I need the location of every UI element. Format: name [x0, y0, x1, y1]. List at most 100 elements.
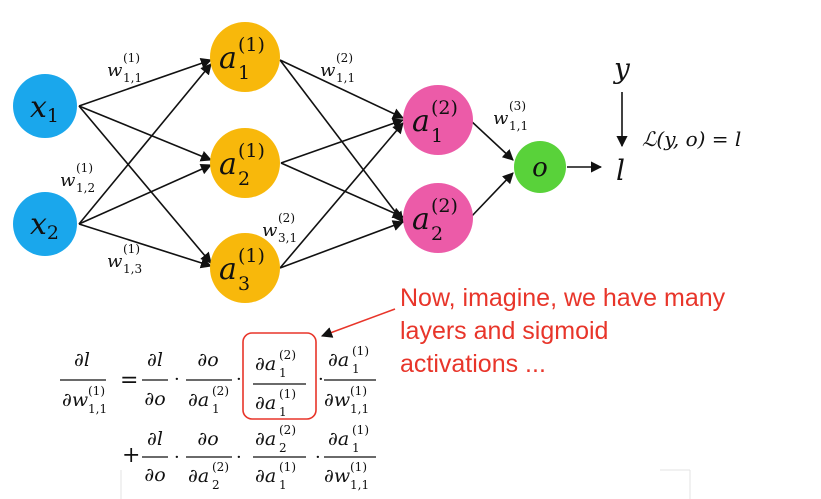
a11-sub: 1 [238, 62, 250, 84]
eq-r1-t3-den-a: a [265, 392, 276, 414]
eq-r2-t2-den-sub: 2 [212, 478, 220, 492]
eq-r2-do-da22: ∂o ∂a (2) 2 [186, 428, 232, 492]
edge-a22-o [469, 172, 514, 219]
footer-guides [120, 469, 691, 499]
a22-sup: (2) [431, 195, 458, 217]
eq-r2-t1-den-o: o [154, 464, 165, 486]
eq-r1-t4-den-sub: 1,1 [350, 402, 369, 416]
highlight-box [242, 332, 317, 420]
svg-text:x1: x1 [30, 90, 59, 127]
eq-r2-t2-den-partial: ∂ [188, 465, 198, 487]
eq-r1-t1-den-o: o [154, 388, 165, 410]
svg-text:∂a: ∂a [255, 353, 276, 375]
eq-r2-t4-num-sup: (1) [352, 423, 369, 437]
svg-text:∂o: ∂o [197, 349, 218, 371]
hidden1-node-3: a (1) 3 [210, 233, 280, 303]
a31-sup: (1) [238, 245, 265, 267]
w311-sub: 1,1 [509, 119, 528, 133]
eq-r2-t4-den-w: w [334, 465, 350, 487]
a21-base: a [219, 147, 237, 182]
eq-r1-da11-dw11: ∂a (1) 1 ∂w (1) 1,1 [324, 344, 376, 416]
eq-plus: + [122, 443, 140, 468]
eq-lhs-den-partial: ∂ [62, 389, 72, 411]
w111-sup: (1) [123, 51, 140, 65]
hidden2-node-1: a (2) 1 [403, 85, 473, 155]
edge-x1-a11 [78, 58, 213, 107]
hidden1-node-2: a (1) 2 [210, 128, 280, 198]
eq-lhs-num-l: l [84, 349, 90, 371]
w231-sup: (2) [278, 211, 295, 225]
a22-base: a [412, 202, 430, 237]
eq-r2-t2-num-partial: ∂ [197, 428, 207, 450]
hidden1-node-2-circle [210, 128, 280, 198]
eq-r1-t3-den-partial: ∂ [255, 392, 265, 414]
svg-text:∂w: ∂w [324, 465, 350, 487]
svg-text:∂a: ∂a [188, 465, 209, 487]
output-node-circle [514, 141, 566, 193]
x1-base: x [30, 90, 47, 125]
eq-lhs-den-w: w [72, 389, 88, 411]
weight-w1-13: w (1) 1,3 [107, 242, 142, 276]
weight-w2-11: w (2) 1,1 [320, 51, 355, 85]
eq-r2-t3-num-sup: (2) [279, 423, 296, 437]
eq-r1-t3-num-sup: (2) [279, 348, 296, 362]
eq-r1-t2-num-partial: ∂ [197, 349, 207, 371]
eq-r2-t4-num-partial: ∂ [328, 428, 338, 450]
svg-text:∂a: ∂a [328, 428, 349, 450]
edge-a11-a12 [279, 59, 405, 119]
eq-r2-t4-den-partial: ∂ [324, 465, 334, 487]
a12-base: a [412, 104, 430, 139]
edge-x2-a31 [78, 223, 213, 269]
svg-text:x2: x2 [30, 207, 59, 244]
weight-w1-11: w (1) 1,1 [107, 51, 142, 85]
edge-a21-a22 [280, 162, 405, 219]
eq-r1-dl-do: ∂l ∂o [142, 349, 168, 410]
svg-text:∂w: ∂w [324, 389, 350, 411]
eq-r2-dot1: · [174, 447, 180, 468]
eq-r2-da11-dw11: ∂a (1) 1 ∂w (1) 1,1 [324, 423, 376, 492]
w112-sub: 1,2 [76, 181, 95, 195]
eq-r1-t3-den-sub: 1 [279, 405, 287, 419]
edges-layer2 [279, 59, 405, 269]
eq-r1-t2-num-o: o [207, 349, 218, 371]
w211-base: w [320, 60, 336, 81]
weight-w3-11: w (3) 1,1 [493, 99, 528, 133]
edge-x1-a31 [78, 105, 212, 264]
svg-text:∂a: ∂a [255, 465, 276, 487]
eq-r2-t2-den-sup: (2) [212, 460, 229, 474]
edge-x1-a21 [78, 105, 213, 162]
eq-r2-da22-da11: ∂a (2) 2 ∂a (1) 1 [253, 423, 306, 492]
svg-text:∂o: ∂o [144, 388, 165, 410]
svg-text:∂l: ∂l [147, 349, 163, 371]
eq-r1-t3-num-partial: ∂ [255, 353, 265, 375]
eq-lhs-den-sup: (1) [88, 384, 105, 398]
eq-r1-t4-den-partial: ∂ [324, 389, 334, 411]
loss-target-y: y [612, 52, 631, 85]
svg-text:∂o: ∂o [197, 428, 218, 450]
hidden1-node-3-circle [210, 233, 280, 303]
eq-r2-t3-num-sub: 2 [279, 441, 287, 455]
hidden2-node-1-circle [403, 85, 473, 155]
edge-a31-a12 [279, 122, 404, 269]
eq-r1-do-da12: ∂o ∂a (2) 1 [186, 349, 232, 416]
output-node: o [514, 141, 566, 193]
input-node-x2: x2 [13, 192, 77, 256]
eq-r2-t3-num-partial: ∂ [255, 428, 265, 450]
eq-r2-t3-den-sub: 1 [279, 478, 287, 492]
weight-w2-31: w (2) 3,1 [262, 211, 297, 245]
eq-r2-t4-den-sup: (1) [350, 460, 367, 474]
eq-r1-t2-den-partial: ∂ [188, 389, 198, 411]
eq-r2-t4-num-a: a [338, 428, 349, 450]
svg-text:∂a: ∂a [255, 428, 276, 450]
eq-lhs-den-sub: 1,1 [88, 402, 107, 416]
eq-r1-t4-num-sub: 1 [352, 362, 360, 376]
hidden1-node-1: a (1) 1 [210, 22, 280, 92]
svg-text:∂l: ∂l [74, 349, 90, 371]
eq-r2-dot3: · [315, 447, 321, 468]
eq-r1-t3-num-sub: 1 [279, 366, 287, 380]
input-node-x1: x1 [13, 74, 77, 138]
chain-rule-equation: ∂l ∂w (1) 1,1 = ∂l ∂o · ∂o ∂a (2) 1 · ∂a… [60, 332, 376, 492]
eq-r1-t2-den-sub: 1 [212, 402, 220, 416]
